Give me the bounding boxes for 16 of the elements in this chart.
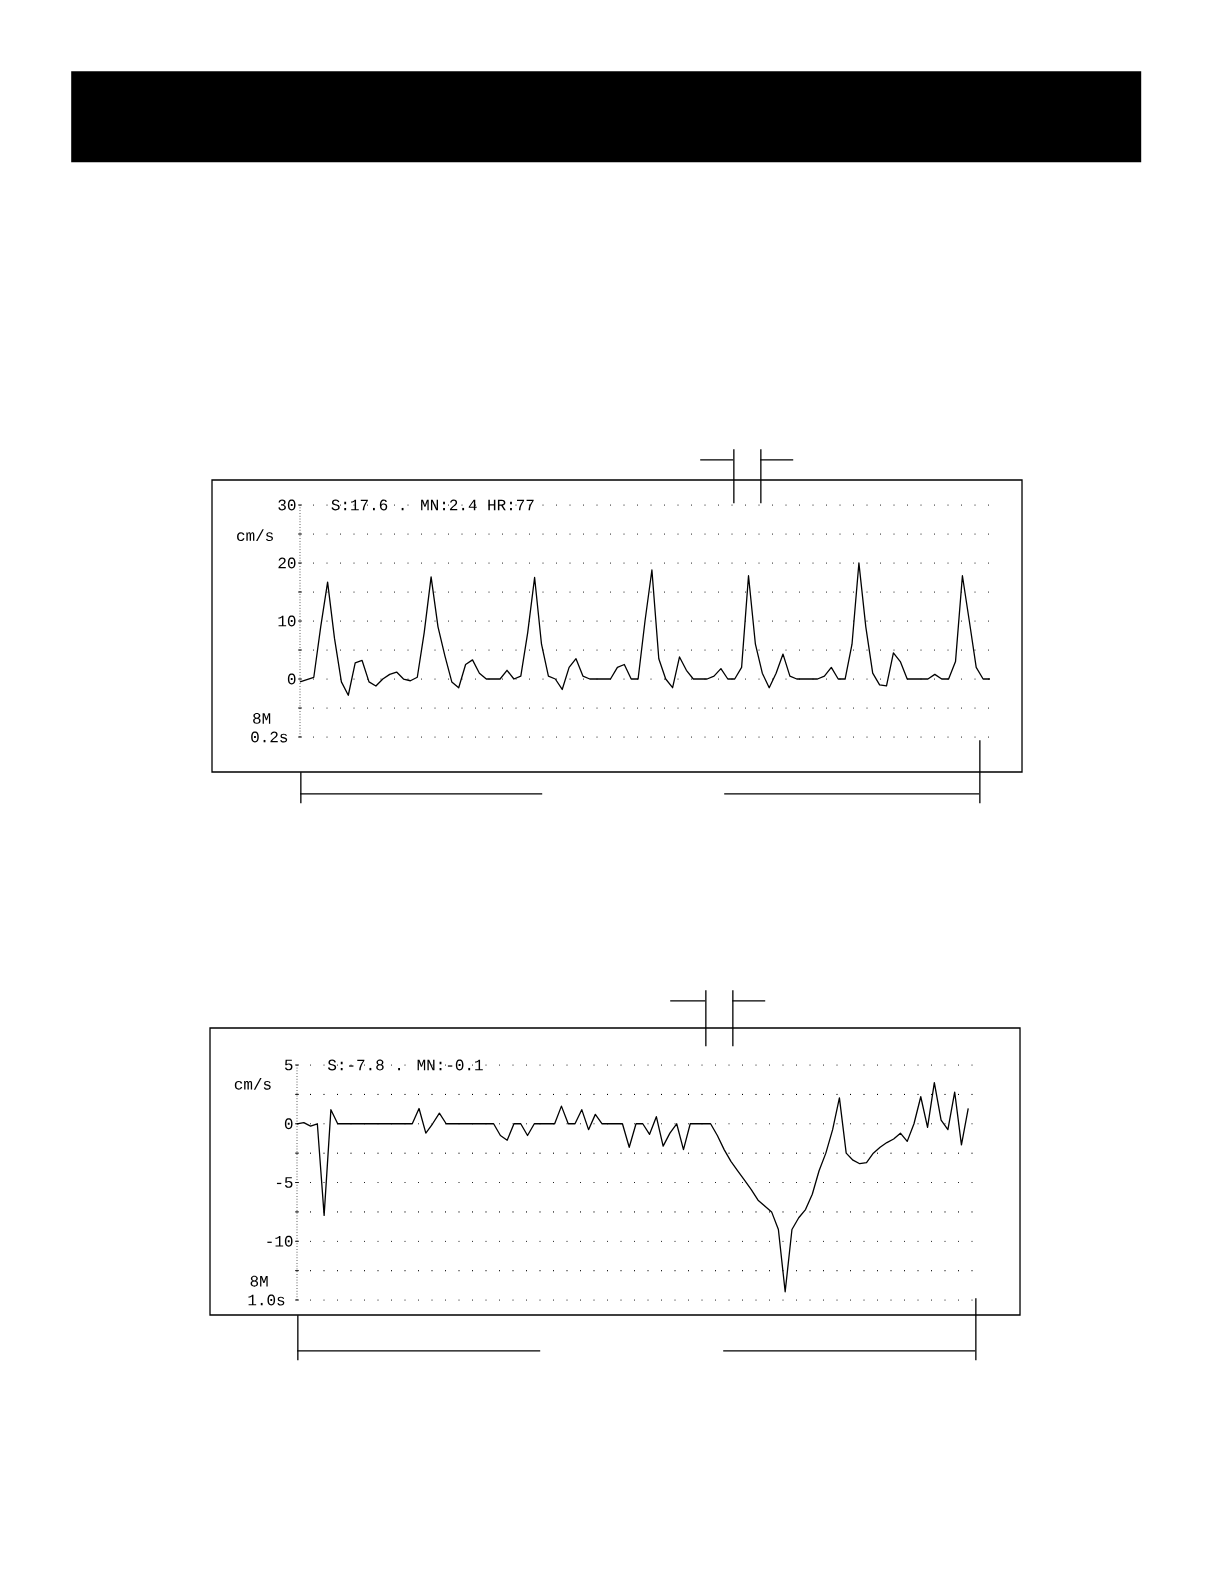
- y-axis-title: cm/s: [234, 1077, 271, 1090]
- y-tick-label: 10: [278, 615, 296, 627]
- y-tick-label: 30: [278, 499, 296, 511]
- y-tick-label: 5: [284, 1059, 293, 1071]
- y-tick-label: 0: [287, 673, 296, 685]
- text: 0.2s: [251, 731, 288, 743]
- y-tick-label: 0: [284, 1118, 293, 1130]
- annotation: S:17.6 . MN:2.4 HR:77: [331, 499, 534, 511]
- annotation: S:-7.8 . MN:-0.1: [327, 1059, 483, 1071]
- text: 1.0s: [248, 1294, 285, 1306]
- y-tick-label: -10: [267, 1235, 293, 1247]
- y-axis-title: cm/s: [237, 529, 273, 542]
- text: 8M: [250, 1275, 268, 1287]
- y-tick-label: -5: [276, 1177, 293, 1188]
- text: 8M: [253, 713, 271, 724]
- y-tick-label: 20: [278, 557, 296, 569]
